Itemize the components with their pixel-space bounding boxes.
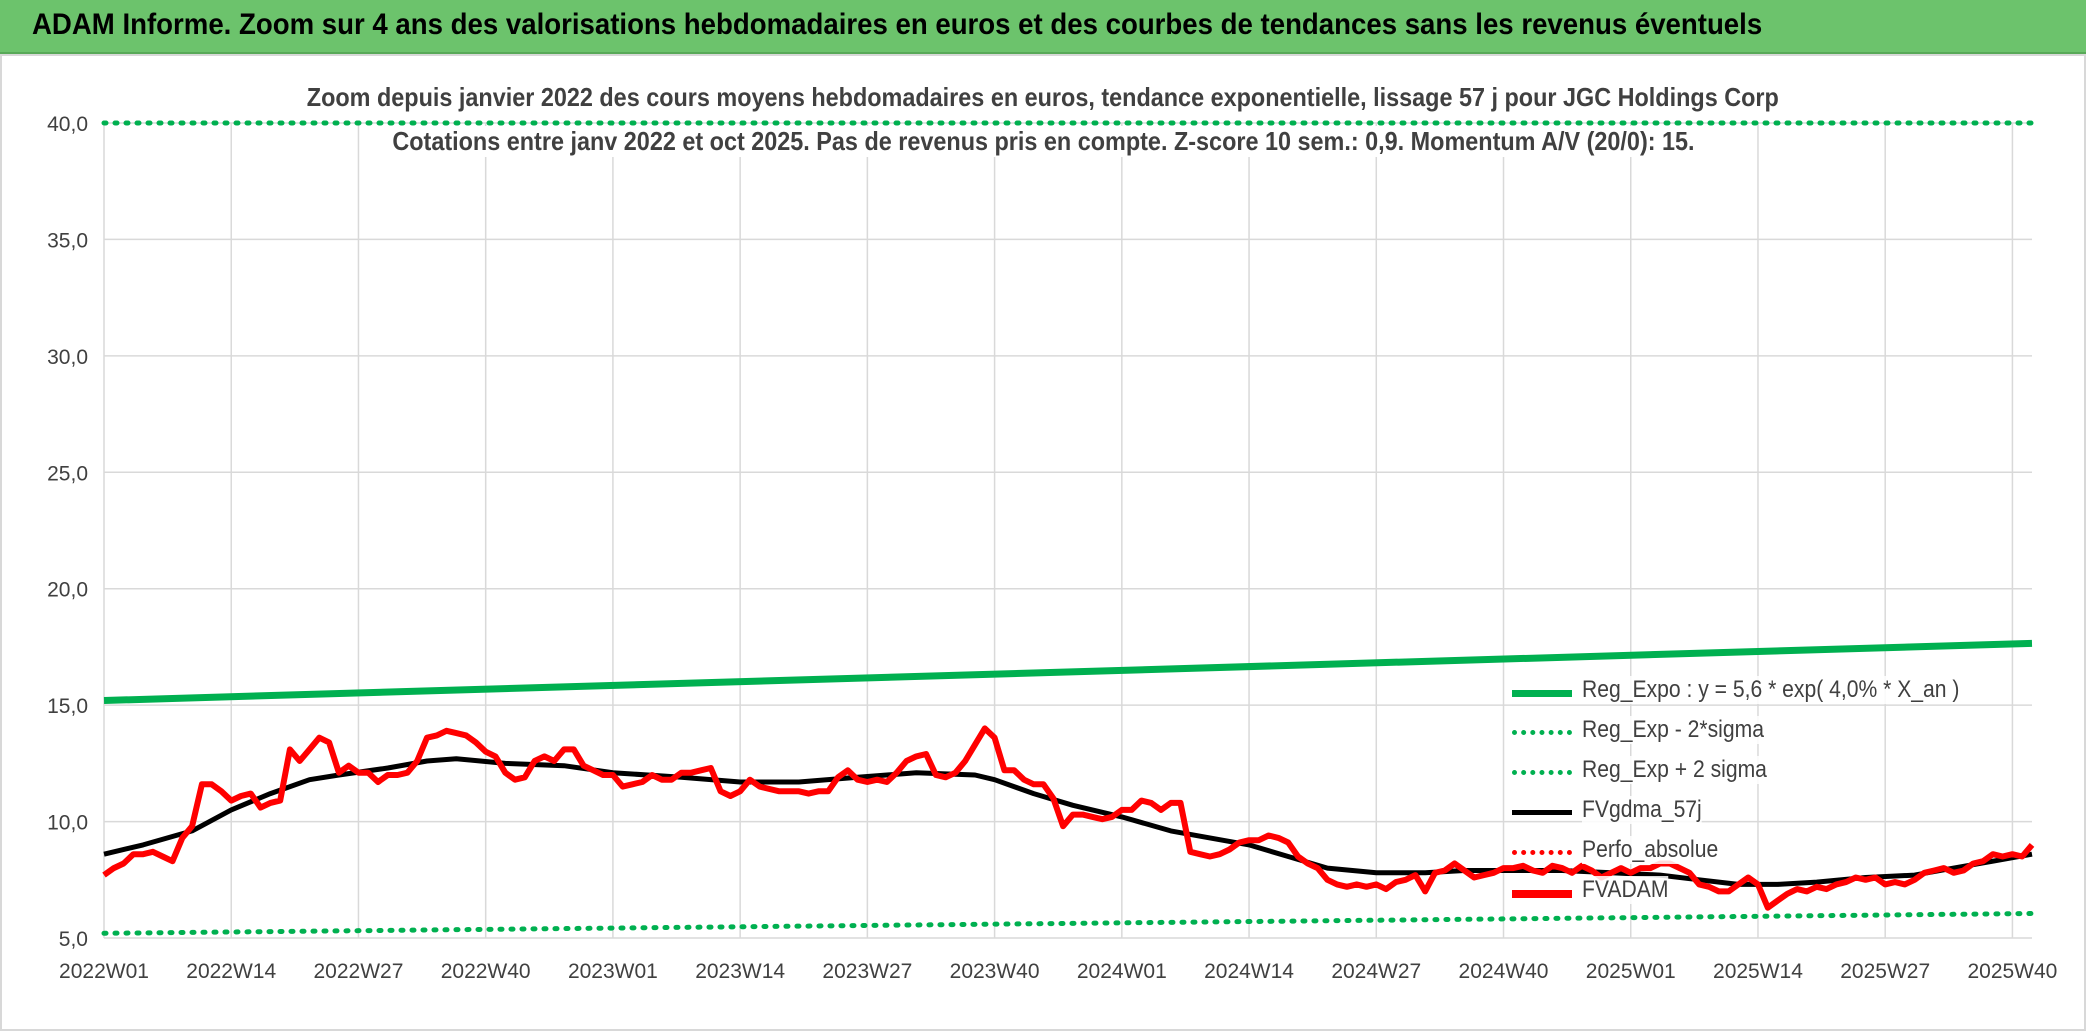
legend-label: Reg_Exp - 2*sigma <box>1582 716 1764 744</box>
x-tick-label: 2025W27 <box>1840 960 1930 983</box>
legend-label: FVgdma_57j <box>1582 796 1702 824</box>
chart-subtitle-text: Cotations entre janv 2022 et oct 2025. P… <box>382 126 1704 157</box>
x-tick-label: 2025W01 <box>1586 960 1676 983</box>
y-tick-label: 15,0 <box>47 695 88 718</box>
legend-swatch <box>1512 730 1572 735</box>
legend-swatch <box>1512 890 1572 898</box>
series-layer <box>101 120 2035 936</box>
x-tick-label: 2025W40 <box>1967 960 2057 983</box>
x-tick-label: 2024W14 <box>1204 960 1294 983</box>
header-banner: ADAM Informe. Zoom sur 4 ans des valoris… <box>0 0 2086 54</box>
legend-item-fvgdma: FVgdma_57j <box>1512 792 2072 832</box>
axis-layer: 5,0 10,0 15,0 20,0 25,0 30,0 35,0 40,0 2022W01 20… <box>47 113 2057 983</box>
page-title: ADAM Informe. Zoom sur 4 ans des valoris… <box>32 8 1763 41</box>
series-line-reg-exp-2-sigma <box>101 911 2035 936</box>
series-line-fvadam <box>102 725 2035 911</box>
y-tick-label: 25,0 <box>47 462 88 485</box>
y-tick-label: 5,0 <box>59 928 88 951</box>
x-tick-label: 2022W27 <box>314 960 404 983</box>
legend-label: Perfo_absolue <box>1582 836 1719 864</box>
x-tick-label: 2023W27 <box>822 960 912 983</box>
x-tick-label: 2022W14 <box>186 960 276 983</box>
chart-legend: Reg_Expo : y = 5,6 * exp( 4,0% * X_an ) … <box>1512 672 2072 912</box>
y-tick-label: 20,0 <box>47 579 88 602</box>
x-tick-label: 2023W01 <box>568 960 658 983</box>
legend-item-reg-exp-minus: Reg_Exp - 2*sigma <box>1512 712 2072 752</box>
x-tick-label: 2024W40 <box>1459 960 1549 983</box>
legend-item-reg-expo: Reg_Expo : y = 5,6 * exp( 4,0% * X_an ) <box>1512 672 2072 712</box>
x-tick-label: 2022W01 <box>59 960 149 983</box>
legend-swatch <box>1512 770 1572 775</box>
x-tick-label: 2023W14 <box>695 960 785 983</box>
legend-label: FVADAM <box>1582 876 1669 904</box>
y-tick-label: 40,0 <box>47 113 88 136</box>
x-tick-label: 2023W40 <box>950 960 1040 983</box>
legend-item-reg-exp-plus: Reg_Exp + 2 sigma <box>1512 752 2072 792</box>
y-tick-label: 10,0 <box>47 812 88 835</box>
x-tick-label: 2024W01 <box>1077 960 1167 983</box>
legend-label: Reg_Exp + 2 sigma <box>1582 756 1767 784</box>
legend-swatch <box>1512 690 1572 697</box>
chart-subtitle: Cotations entre janv 2022 et oct 2025. P… <box>0 126 2086 157</box>
legend-swatch <box>1512 850 1572 855</box>
x-tick-label: 2025W14 <box>1713 960 1803 983</box>
x-tick-label: 2022W40 <box>441 960 531 983</box>
series-line-fvgdma-57j <box>103 756 2033 887</box>
y-tick-label: 35,0 <box>47 229 88 252</box>
chart-title-text: Zoom depuis janvier 2022 des cours moyen… <box>297 82 1789 113</box>
y-tick-label: 30,0 <box>47 346 88 369</box>
legend-label: Reg_Expo : y = 5,6 * exp( 4,0% * X_an ) <box>1582 676 1960 704</box>
legend-item-fvadam: FVADAM <box>1512 872 2072 912</box>
legend-swatch <box>1512 810 1572 815</box>
series-line-reg-expo-y-5-6-exp-4-0-x-an <box>103 639 2033 704</box>
x-tick-label: 2024W27 <box>1331 960 1421 983</box>
legend-item-perfo: Perfo_absolue <box>1512 832 2072 872</box>
chart-frame <box>0 54 2086 1031</box>
chart-title: Zoom depuis janvier 2022 des cours moyen… <box>0 82 2086 113</box>
